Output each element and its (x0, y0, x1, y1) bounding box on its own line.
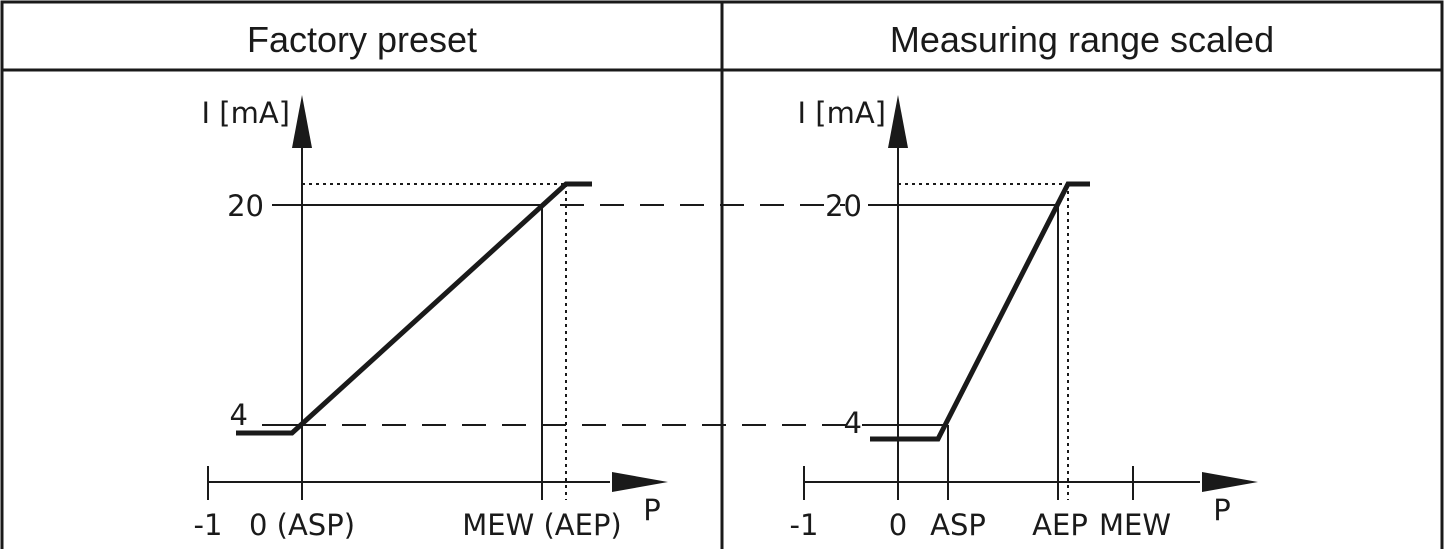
overrange-dotted-lines (898, 183, 1069, 500)
panel-measuring-range-scaled: I [mA] 20 4 -1 0 ASP AEP MEW P (790, 95, 1258, 542)
y-tick-label-4: 4 (230, 398, 248, 432)
x-axis-arrowhead (1202, 472, 1258, 492)
y-tick-label-20: 20 (227, 189, 264, 223)
x-tick-label-mew-aep: MEW (AEP) (462, 508, 622, 542)
x-tick-label-asp: ASP (930, 508, 986, 542)
y-axis-arrowhead (888, 95, 908, 148)
panel-factory-preset: I [mA] 20 4 -1 0 (ASP) MEW (AEP) P (194, 95, 668, 542)
x-tick-label--1: -1 (194, 508, 223, 542)
x-tick-label-aep: AEP (1032, 508, 1088, 542)
y-axis-label: I [mA] (202, 96, 291, 130)
reference-dashed-lines (302, 204, 915, 426)
y-axis-arrowhead (292, 95, 312, 148)
y-axis-label: I [mA] (798, 96, 887, 130)
panel-header-factory-preset: Factory preset (247, 19, 477, 60)
x-tick-label--1: -1 (790, 508, 819, 542)
panel-header-measuring-range-scaled: Measuring range scaled (890, 19, 1274, 60)
overrange-dotted-lines (302, 183, 567, 500)
y-tick-label-20: 20 (825, 189, 862, 223)
output-characteristic-curve (870, 181, 1090, 442)
output-characteristic-curve (236, 181, 592, 436)
x-axis-label: P (643, 493, 661, 527)
x-axis-arrowhead (612, 472, 668, 492)
x-tick-label-0-asp: 0 (ASP) (249, 508, 355, 542)
x-tick-label-0: 0 (889, 508, 907, 542)
x-tick-label-mew: MEW (1099, 508, 1171, 542)
y-tick-label-4: 4 (844, 406, 862, 440)
x-axis-label: P (1213, 493, 1231, 527)
